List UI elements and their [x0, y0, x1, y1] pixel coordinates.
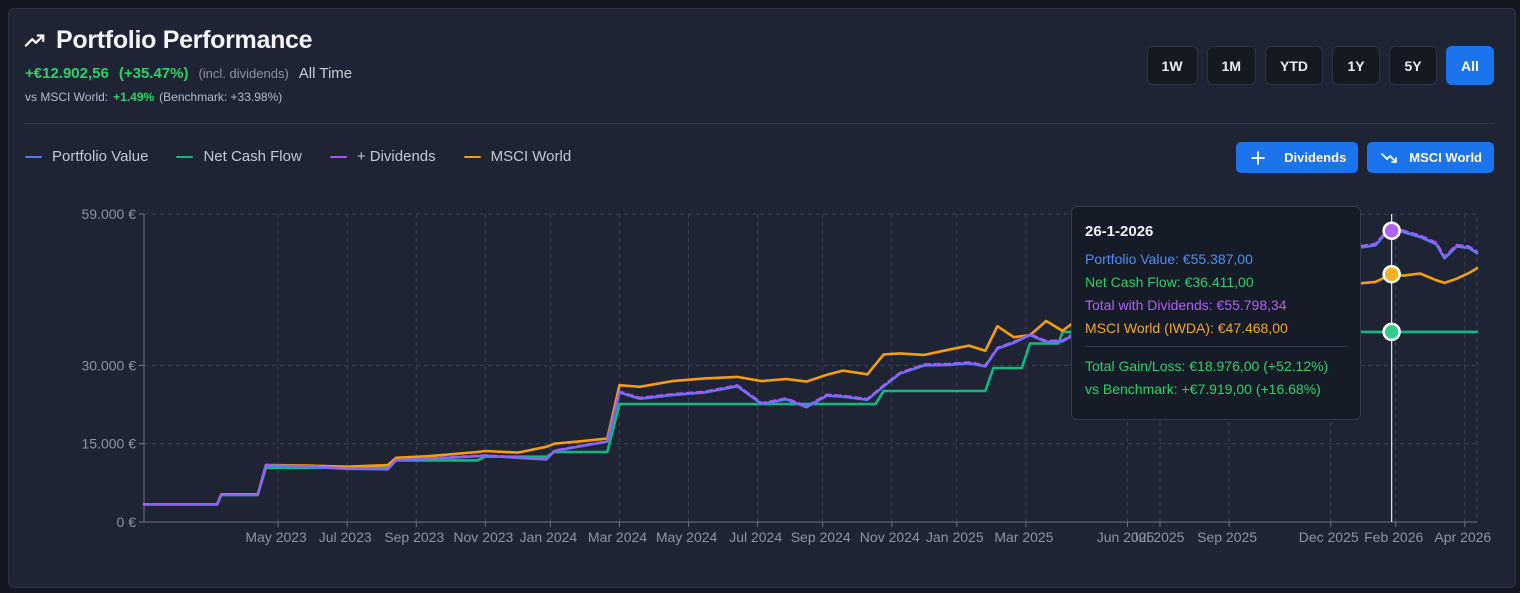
range-1y-button[interactable]: 1Y	[1332, 46, 1380, 85]
plus-icon	[1251, 150, 1266, 165]
title-row: Portfolio Performance	[24, 26, 313, 55]
x-tick-label: Jul 2024	[729, 529, 782, 545]
incl-dividends-note: (incl. dividends)	[198, 66, 289, 81]
legend-label: Portfolio Value	[52, 148, 149, 165]
tooltip-msci-value: MSCI World (IWDA): €47.468,00	[1085, 320, 1288, 336]
x-tick-label: Mar 2024	[588, 529, 647, 545]
y-tick-label: 59.000 €	[82, 206, 137, 222]
trending-down-icon	[1381, 152, 1398, 163]
tooltip-date: 26-1-2026	[1085, 223, 1154, 240]
y-tick-label: 30.000 €	[82, 357, 137, 373]
legend-item-portfolio[interactable]: Portfolio Value	[25, 148, 148, 165]
hover-point	[1382, 322, 1401, 342]
range-selector: 1W 1M YTD 1Y 5Y All	[1146, 46, 1494, 85]
legend-swatch	[329, 155, 347, 158]
x-tick-label: May 2024	[656, 529, 718, 545]
legend-label: MSCI World	[490, 148, 572, 165]
tooltip-vs-benchmark: vs Benchmark: +€7.919,00 (+16.68%)	[1085, 381, 1321, 397]
legend-item-cash-flow[interactable]: Net Cash Flow	[176, 148, 302, 165]
y-tick-label: 0 €	[117, 514, 137, 530]
series-toggles: Dividends MSCI World	[1236, 142, 1494, 173]
x-tick-label: Feb 2026	[1364, 529, 1423, 545]
legend-label: Net Cash Flow	[203, 148, 302, 165]
tooltip-net-cash-flow: Net Cash Flow: €36.411,00	[1085, 274, 1254, 290]
range-1w-button[interactable]: 1W	[1146, 46, 1198, 85]
legend-item-dividends[interactable]: + Dividends	[329, 148, 436, 165]
x-tick-label: Jul 2025	[1132, 529, 1185, 545]
tooltip-total-dividends: Total with Dividends: €55.798,34	[1085, 297, 1287, 313]
x-tick-label: Jan 2024	[520, 529, 578, 545]
chart-legend: Portfolio Value Net Cash Flow + Dividend…	[25, 148, 571, 165]
legend-item-msci[interactable]: MSCI World	[463, 148, 572, 165]
bench-value: (Benchmark: +33.98%)	[159, 90, 283, 104]
gain-value: +€12.902,56	[25, 65, 109, 82]
x-tick-label: Jul 2023	[319, 529, 372, 545]
legend-swatch	[463, 155, 481, 158]
bench-prefix: vs MSCI World:	[25, 90, 109, 104]
gain-percent: (+35.47%)	[118, 65, 189, 82]
range-all-button[interactable]: All	[1446, 46, 1494, 85]
bench-diff: +1.49%	[113, 90, 155, 104]
header-divider	[24, 123, 1494, 124]
legend-swatch	[25, 155, 42, 158]
x-tick-label: Apr 2026	[1434, 529, 1491, 545]
x-tick-label: Jan 2025	[926, 529, 984, 545]
gain-summary: +€12.902,56 (+35.47%) (incl. dividends) …	[25, 65, 352, 82]
legend-label: + Dividends	[356, 148, 436, 165]
toggle-dividends-label: Dividends	[1284, 150, 1347, 165]
x-tick-label: Sep 2023	[384, 529, 444, 545]
x-tick-label: Jun 2025	[1097, 529, 1155, 545]
x-tick-label: Dec 2025	[1299, 529, 1359, 545]
page-title: Portfolio Performance	[56, 26, 313, 54]
trending-up-icon	[24, 33, 45, 47]
x-tick-label: Nov 2023	[453, 529, 513, 545]
x-tick-label: Mar 2025	[994, 529, 1053, 545]
series-line--dividends	[142, 224, 1479, 506]
x-tick-label: Nov 2024	[860, 529, 920, 545]
toggle-msci-label: MSCI World	[1409, 150, 1482, 165]
x-tick-label: Sep 2025	[1197, 529, 1257, 545]
x-tick-label: May 2023	[245, 529, 307, 545]
range-5y-button[interactable]: 5Y	[1389, 46, 1437, 85]
chart-tooltip: 26-1-2026 Portfolio Value: €55.387,00 Ne…	[1071, 206, 1361, 420]
hover-point	[1382, 264, 1401, 284]
range-1m-button[interactable]: 1M	[1206, 46, 1256, 85]
legend-swatch	[176, 155, 194, 158]
period-label: All Time	[298, 65, 353, 82]
toggle-msci-button[interactable]: MSCI World	[1367, 142, 1494, 173]
range-ytd-button[interactable]: YTD	[1265, 46, 1323, 85]
tooltip-total-gain: Total Gain/Loss: €18.976,00 (+52.12%)	[1085, 358, 1329, 374]
x-tick-label: Sep 2024	[791, 529, 851, 545]
tooltip-portfolio-value: Portfolio Value: €55.387,00	[1085, 251, 1253, 267]
toggle-dividends-button[interactable]: Dividends	[1236, 142, 1359, 173]
y-tick-label: 15.000 €	[82, 436, 137, 452]
benchmark-summary: vs MSCI World: +1.49% (Benchmark: +33.98…	[25, 90, 282, 104]
hover-point	[1382, 221, 1401, 240]
tooltip-divider	[1085, 346, 1347, 347]
